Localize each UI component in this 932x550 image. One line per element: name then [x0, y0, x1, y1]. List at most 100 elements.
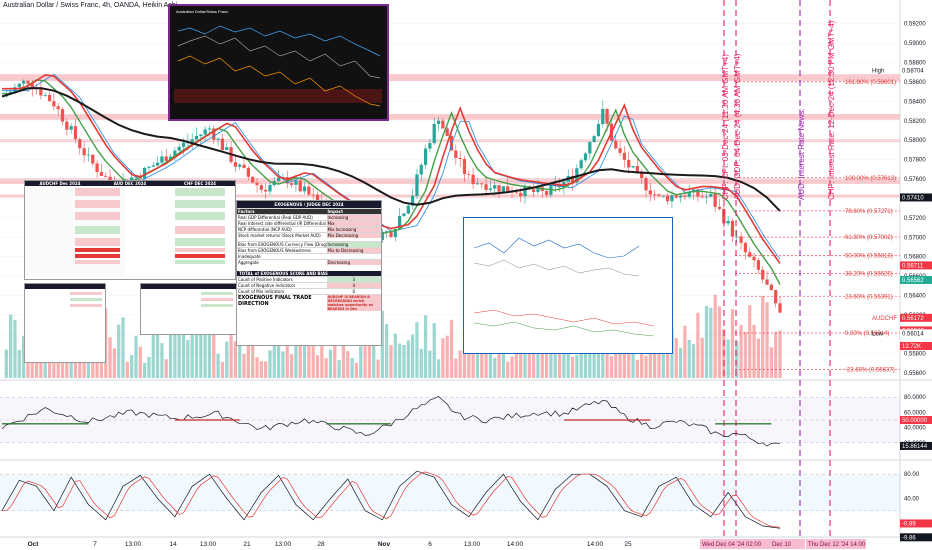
- oscillator-1-pane[interactable]: [0, 395, 900, 447]
- volume-bar: [687, 339, 691, 378]
- candle-body: [480, 183, 484, 185]
- candle-body: [52, 101, 56, 107]
- time-tick-label: 28: [317, 541, 325, 548]
- candle-body: [216, 138, 220, 140]
- volume-bar: [501, 352, 505, 378]
- volume-bar: [635, 359, 639, 378]
- symbol-title: Australian Dollar / Swiss Franc, 4h, OAN…: [3, 2, 178, 9]
- price-badge: [900, 341, 932, 350]
- candle-body: [73, 126, 78, 140]
- time-axis[interactable]: Oct 7 13:00 14 13:00 21 13:00 28 Nov 6 13:00 14:00 2…: [28, 539, 866, 549]
- volume-bar: [726, 339, 730, 378]
- candle-body: [181, 142, 186, 147]
- volume-bar: [199, 332, 203, 378]
- ma-red: [2, 74, 781, 264]
- oscillator-2-pane[interactable]: [0, 470, 900, 529]
- fib-label: 50.00% (0.56813): [845, 253, 893, 259]
- candle-body: [428, 143, 432, 149]
- candle-body: [614, 140, 618, 149]
- exogenous-table: EXOGENOUS / JUDGE DEC 2024 Factors Impac…: [236, 200, 382, 346]
- candle-body: [687, 192, 691, 197]
- candle-body: [86, 154, 91, 156]
- volume-bar: [553, 351, 557, 378]
- candle-body: [761, 269, 765, 280]
- volume-bar: [160, 343, 164, 378]
- count-value: 0: [352, 289, 356, 294]
- fibonacci-levels[interactable]: 161.80% (0.58601) 100.00% (0.57613) 78.60%…: [735, 80, 900, 374]
- candle-body: [544, 191, 549, 195]
- osc2-d-line: [2, 471, 781, 528]
- volume-bar: [125, 361, 129, 378]
- time-tick-label: 13:00: [275, 541, 292, 548]
- volume-bar: [415, 322, 419, 378]
- time-highlight-label: Wed Dec 04 '24 02:00: [702, 542, 762, 548]
- volume-bar: [774, 331, 778, 378]
- volume-bar: [432, 322, 436, 378]
- volume-bar: [259, 361, 263, 378]
- fib-label: 38.20% (0.56625): [845, 272, 893, 278]
- volume-bar: [449, 319, 454, 378]
- candle-body: [26, 80, 30, 84]
- candle-body: [194, 136, 199, 140]
- volume-bar: [255, 357, 259, 378]
- col-impact: Impact: [327, 209, 344, 214]
- candle-body: [657, 194, 661, 196]
- volume-bar: [536, 353, 540, 378]
- volume-bar: [60, 358, 65, 378]
- candle-body: [17, 83, 21, 88]
- volume-bar: [410, 334, 415, 378]
- candle-body: [302, 186, 307, 192]
- volume-bar: [328, 349, 333, 378]
- osc1-badge-label: 50.00000: [902, 418, 928, 424]
- volume-bar: [216, 353, 220, 378]
- price-axis[interactable]: 0.59200 0.59000 0.58800 0.58600 0.58400 0.582…: [872, 22, 932, 542]
- factor-label: Real GDP Differential (Real GDP AUD): [238, 215, 313, 220]
- volume-bar: [203, 319, 207, 378]
- price-badge-tag: Low: [872, 331, 884, 337]
- volume-bar: [385, 324, 389, 378]
- volume-bar: [138, 346, 142, 378]
- volume-bar: [168, 329, 173, 378]
- news-event-lines[interactable]: CHF: CPI: 03-Dec-24 (11:30 AM GMT+4) AUD:…: [721, 0, 836, 537]
- candle-body: [756, 260, 761, 270]
- exogenous-table-title: EXOGENOUS / JUDGE DEC 2024: [237, 201, 381, 208]
- bias-label: Inadequate: [238, 254, 261, 259]
- bias-label: Aggregate: [238, 260, 259, 265]
- candle-body: [458, 158, 462, 160]
- candle-body: [514, 192, 518, 194]
- moving-averages: [1, 73, 781, 285]
- candle-body: [393, 229, 397, 238]
- volume-bar: [298, 324, 302, 378]
- candle-body: [583, 153, 588, 161]
- candle-body: [592, 136, 596, 143]
- volume-bar: [112, 348, 116, 378]
- candle-body: [315, 194, 320, 201]
- price-tick-label: 0.57200: [904, 216, 926, 222]
- candle-body: [406, 205, 410, 214]
- candle-body: [670, 195, 674, 202]
- bias-label: Bias from EXOGENOUS Weakestness: [238, 248, 311, 253]
- volume-bar: [393, 333, 397, 378]
- volume-bar: [212, 308, 216, 378]
- volume-bar: [514, 335, 518, 378]
- volume-bar: [683, 325, 687, 378]
- candle-body: [177, 146, 181, 151]
- news-label: CHF: CPI: 03-Dec-24 (11:30 AM GMT+4): [721, 54, 730, 200]
- volume-bar: [190, 312, 194, 378]
- factor-value: Mix Decreasing: [326, 233, 381, 238]
- price-badge: [900, 313, 932, 322]
- candle-body: [104, 175, 108, 177]
- candle-body: [713, 194, 717, 207]
- count-label: Count of Mix indicators: [238, 289, 285, 294]
- candles[interactable]: [4, 79, 782, 314]
- osc2-tick-label: 40.00: [904, 497, 920, 503]
- candle-body: [696, 189, 700, 197]
- volume-bar: [735, 340, 739, 378]
- time-highlight: [700, 539, 786, 549]
- volume-bar: [423, 315, 428, 378]
- price-tick-label: 0.58600: [904, 80, 926, 86]
- price-badge: [900, 275, 932, 284]
- volume-bar: [181, 325, 186, 378]
- volume-bar: [752, 324, 756, 378]
